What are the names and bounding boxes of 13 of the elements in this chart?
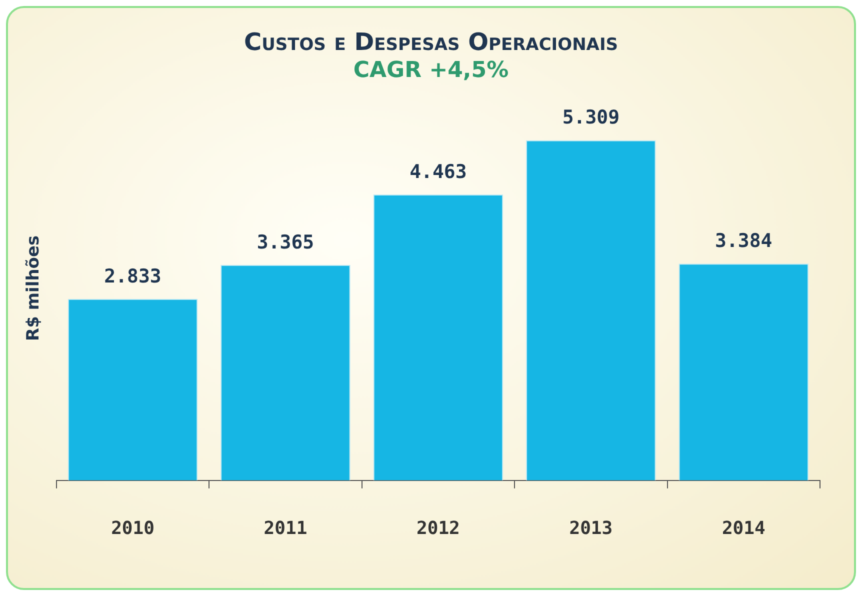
data-label: 3.384 [715, 230, 772, 252]
data-label: 5.309 [562, 106, 620, 129]
x-tick-label: 2010 [111, 518, 154, 539]
chart-title: Custos e Despesas Operacionais [244, 28, 618, 56]
x-tick-label: 2012 [416, 518, 460, 539]
data-label: 4.463 [410, 160, 467, 183]
data-label: 2.833 [104, 265, 162, 288]
x-tick-label: 2013 [569, 518, 613, 539]
x-tick-label: 2011 [264, 518, 308, 539]
y-axis-title: R$ milhões [24, 235, 44, 342]
chart-subtitle: CAGR +4,5% [353, 58, 509, 83]
x-tick-label: 2014 [722, 518, 766, 539]
data-label: 3.365 [256, 231, 314, 254]
